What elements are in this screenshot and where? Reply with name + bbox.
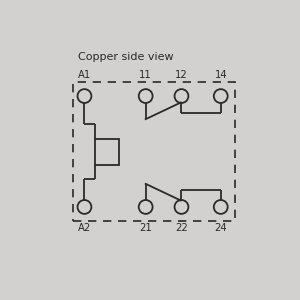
Text: A1: A1 [78, 70, 91, 80]
Text: 14: 14 [214, 70, 227, 80]
Bar [73, 82, 235, 221]
Text: 22: 22 [175, 223, 188, 233]
Text: A2: A2 [78, 223, 91, 233]
Text: 11: 11 [139, 70, 152, 80]
Text: 21: 21 [139, 223, 152, 233]
Bar [95, 139, 119, 165]
Text: 12: 12 [175, 70, 188, 80]
Text: 24: 24 [214, 223, 227, 233]
Text: Copper side view: Copper side view [77, 52, 173, 62]
